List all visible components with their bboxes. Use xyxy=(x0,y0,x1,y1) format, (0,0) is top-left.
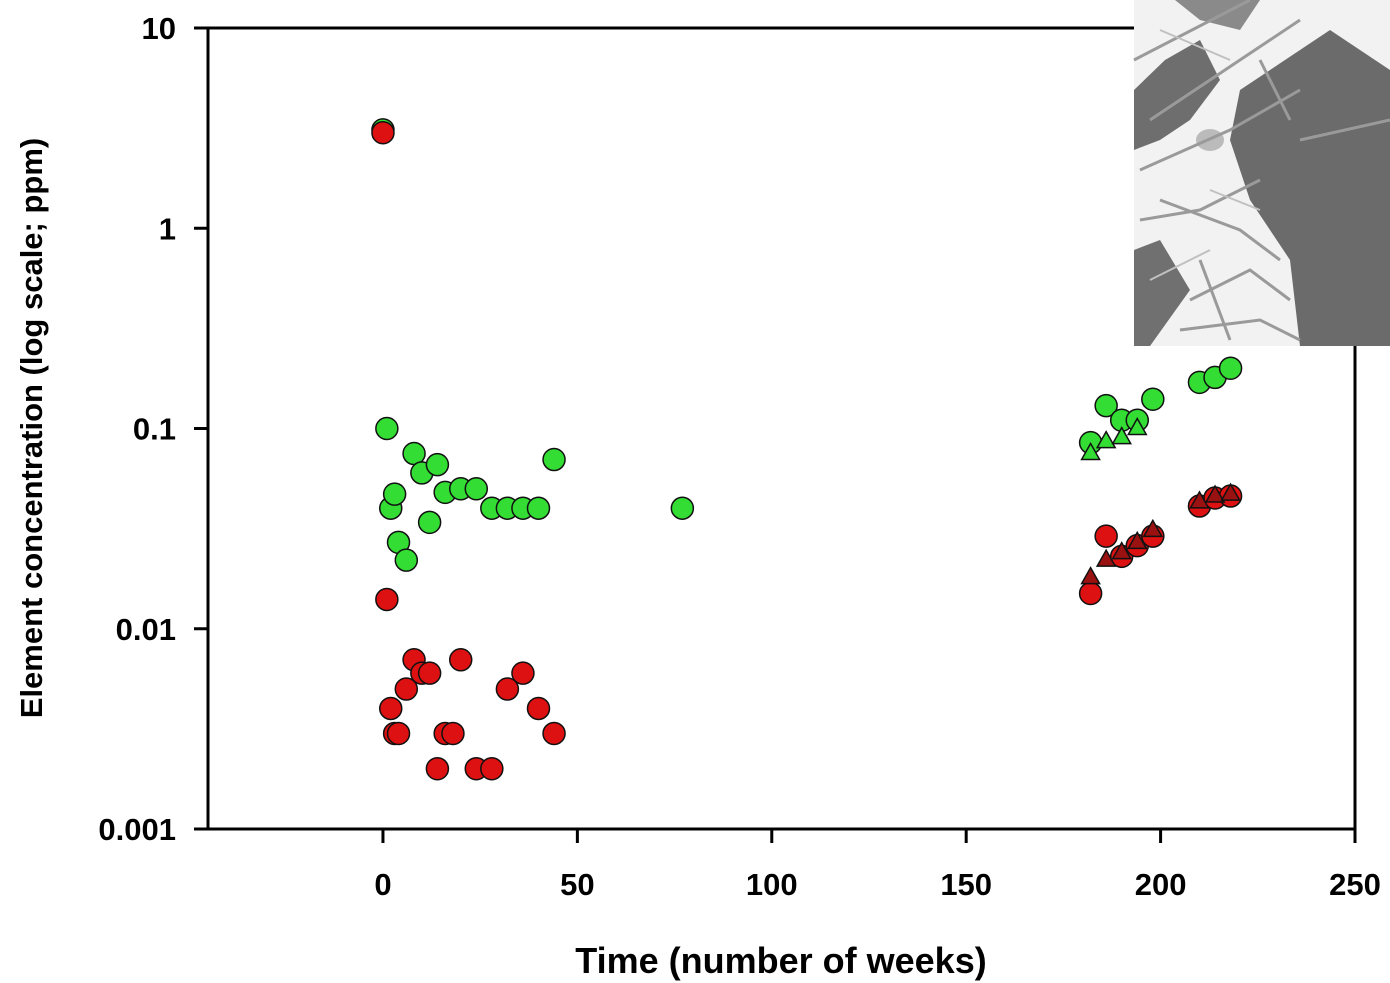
data-point xyxy=(542,721,566,746)
data-point xyxy=(1094,524,1118,548)
data-point xyxy=(394,548,419,572)
data-point xyxy=(1218,356,1243,380)
micrograph-inset xyxy=(1133,0,1390,346)
data-point xyxy=(495,677,520,701)
data-point xyxy=(1141,387,1165,411)
data-point xyxy=(526,496,551,520)
data-point xyxy=(1080,441,1101,461)
x-tick-label: 150 xyxy=(940,867,992,902)
data-point xyxy=(1126,416,1148,436)
data-point xyxy=(526,696,551,721)
data-point xyxy=(1126,530,1148,550)
x-axis-title: Time (number of weeks) xyxy=(575,940,986,981)
y-axis-ticks: 0.001 0.01 0.1 1 10 xyxy=(98,11,208,847)
series-1 xyxy=(1080,416,1148,461)
x-tick-label: 100 xyxy=(746,867,798,902)
data-point xyxy=(1220,482,1241,501)
data-point xyxy=(378,696,403,721)
y-tick-label: 0.001 xyxy=(98,812,176,847)
data-point xyxy=(1111,426,1132,445)
data-point xyxy=(511,661,535,685)
data-points xyxy=(371,118,1243,781)
data-point xyxy=(441,721,465,746)
data-point xyxy=(394,677,419,701)
data-point xyxy=(1142,518,1164,538)
data-point xyxy=(1111,541,1132,560)
data-point xyxy=(386,721,411,746)
series-2 xyxy=(371,120,1243,781)
series-3 xyxy=(1080,482,1241,585)
y-tick-label: 10 xyxy=(142,11,176,46)
data-point xyxy=(375,587,399,612)
data-point xyxy=(448,648,473,672)
data-point xyxy=(1095,548,1117,567)
x-tick-label: 50 xyxy=(560,867,594,902)
x-tick-label: 200 xyxy=(1135,867,1187,902)
data-point xyxy=(425,756,450,781)
data-point xyxy=(542,447,566,472)
data-point xyxy=(371,120,395,145)
data-point xyxy=(382,482,407,506)
y-tick-label: 0.1 xyxy=(133,412,176,447)
y-axis-title: Element concentration (log scale; ppm) xyxy=(14,138,49,718)
series-0 xyxy=(371,118,1243,572)
x-axis-ticks: 0 50 100 150 200 250 xyxy=(374,829,1381,902)
data-point xyxy=(464,477,489,501)
data-point xyxy=(375,416,399,441)
data-point xyxy=(425,452,450,477)
y-tick-label: 0.01 xyxy=(116,612,176,647)
data-point xyxy=(417,510,442,535)
data-point xyxy=(1189,490,1210,509)
data-point xyxy=(417,661,442,685)
x-tick-label: 0 xyxy=(374,867,391,902)
data-point xyxy=(1078,581,1103,606)
data-point xyxy=(1204,484,1226,503)
data-point xyxy=(1095,430,1117,449)
data-point xyxy=(1080,566,1101,585)
data-point xyxy=(480,756,504,781)
y-tick-label: 1 xyxy=(159,211,176,246)
data-point xyxy=(1094,393,1118,418)
data-point xyxy=(670,496,695,520)
x-tick-label: 250 xyxy=(1329,867,1381,902)
